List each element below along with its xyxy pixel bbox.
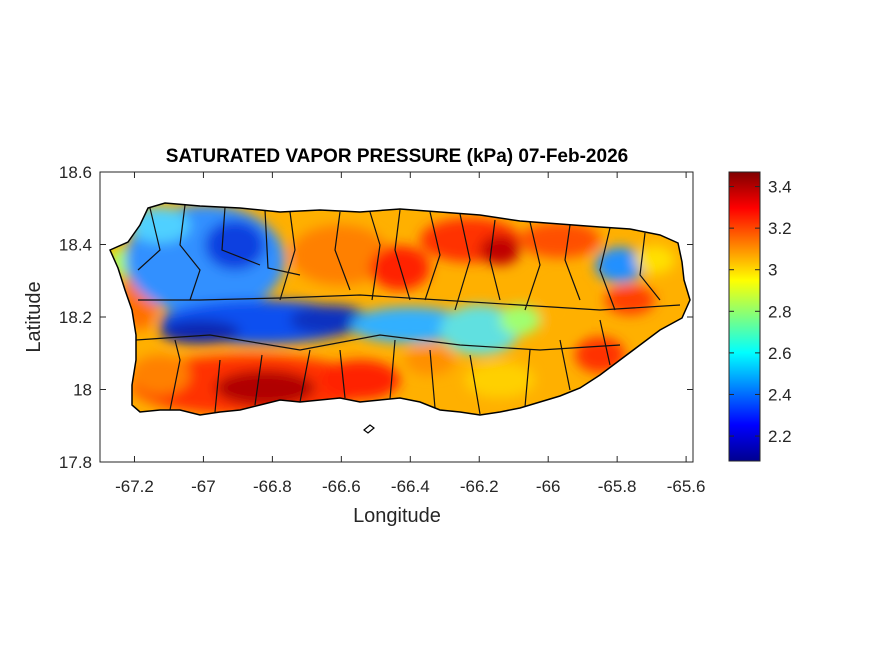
y-tick-label: 18.6: [59, 163, 92, 182]
x-tick-label: -67.2: [115, 477, 154, 496]
colorbar-tick-label: 2.2: [768, 427, 792, 446]
y-axis-label: Latitude: [23, 281, 45, 352]
municipality-boundaries: [135, 204, 681, 415]
islet-outline: [363, 424, 375, 434]
y-tick-label: 18: [73, 381, 92, 400]
colorbar-tick-label: 2.8: [768, 302, 792, 321]
x-tick-label: -65.6: [667, 477, 706, 496]
island-outline: [109, 202, 691, 416]
y-tick-label: 18.4: [59, 236, 92, 255]
colorbar-ticks: 2.2 2.4 2.6 2.8 3 3.2 3.4: [729, 178, 792, 446]
colorbar-tick-label: 2.6: [768, 344, 792, 363]
y-tick-label: 18.2: [59, 308, 92, 327]
x-tick-label: -67: [191, 477, 216, 496]
colorbar-tick-label: 2.4: [768, 385, 792, 404]
colorbar-tick-label: 3.4: [768, 178, 792, 197]
x-tick-label: -66.6: [322, 477, 361, 496]
x-tick-label: -65.8: [598, 477, 637, 496]
y-axis: 17.8 18 18.2 18.4 18.6: [59, 163, 693, 472]
x-tick-label: -66.4: [391, 477, 430, 496]
x-axis: -67.2 -67 -66.8 -66.6 -66.4 -66.2 -66 -65.8 -65.…: [115, 172, 705, 496]
x-tick-label: -66: [536, 477, 561, 496]
chart-title: SATURATED VAPOR PRESSURE (kPa) 07-Feb-20…: [166, 146, 628, 167]
colorbar: [728, 171, 761, 462]
x-tick-label: -66.8: [253, 477, 292, 496]
y-tick-label: 17.8: [59, 453, 92, 472]
x-axis-label: Longitude: [353, 505, 441, 527]
colorbar-tick-label: 3.2: [768, 219, 792, 238]
colorbar-tick-label: 3: [768, 261, 777, 280]
x-tick-label: -66.2: [460, 477, 499, 496]
heatmap-field: [110, 203, 690, 415]
